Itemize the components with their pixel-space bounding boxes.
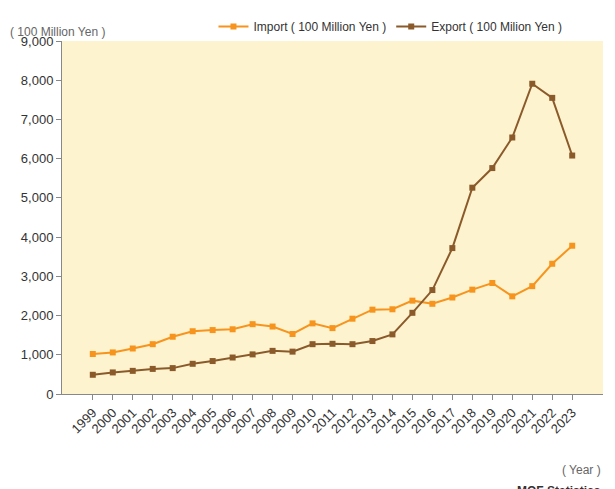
svg-text:2020: 2020 xyxy=(488,405,519,436)
svg-text:2012: 2012 xyxy=(328,405,359,436)
svg-text:9,000: 9,000 xyxy=(21,34,54,49)
svg-text:2009: 2009 xyxy=(268,405,299,436)
svg-text:1999: 1999 xyxy=(68,405,99,436)
svg-text:2015: 2015 xyxy=(388,405,419,436)
svg-text:5,000: 5,000 xyxy=(21,190,54,205)
svg-text:( Year ): ( Year ) xyxy=(562,463,601,477)
svg-text:2018: 2018 xyxy=(448,405,479,436)
svg-text:7,000: 7,000 xyxy=(21,112,54,127)
svg-text:2013: 2013 xyxy=(348,405,379,436)
svg-text:2008: 2008 xyxy=(248,405,279,436)
svg-text:2023: 2023 xyxy=(548,405,579,436)
svg-text:8,000: 8,000 xyxy=(21,73,54,88)
svg-text:MOF Statistics: MOF Statistics xyxy=(517,484,601,489)
svg-text:2016: 2016 xyxy=(408,405,439,436)
svg-text:4,000: 4,000 xyxy=(21,230,54,245)
svg-text:2010: 2010 xyxy=(288,405,319,436)
svg-text:2006: 2006 xyxy=(208,405,239,436)
svg-text:2017: 2017 xyxy=(428,405,459,436)
svg-text:2022: 2022 xyxy=(528,405,559,436)
svg-text:2001: 2001 xyxy=(108,405,139,436)
svg-text:2005: 2005 xyxy=(188,405,219,436)
svg-text:2004: 2004 xyxy=(168,405,199,436)
svg-text:( 100 Million Yen ): ( 100 Million Yen ) xyxy=(10,25,105,39)
svg-text:3,000: 3,000 xyxy=(21,269,54,284)
svg-text:6,000: 6,000 xyxy=(21,151,54,166)
svg-text:2019: 2019 xyxy=(468,405,499,436)
svg-text:2007: 2007 xyxy=(228,405,259,436)
svg-text:Export ( 100 Milion Yen ): Export ( 100 Milion Yen ) xyxy=(431,20,562,34)
svg-text:2021: 2021 xyxy=(508,405,539,436)
svg-text:2,000: 2,000 xyxy=(21,308,54,323)
svg-text:1,000: 1,000 xyxy=(21,347,54,362)
svg-text:2000: 2000 xyxy=(88,405,119,436)
svg-text:2002: 2002 xyxy=(128,405,159,436)
svg-text:Import ( 100 Million Yen ): Import ( 100 Million Yen ) xyxy=(253,20,386,34)
svg-text:2011: 2011 xyxy=(309,405,339,435)
svg-text:2003: 2003 xyxy=(148,405,179,436)
svg-text:2014: 2014 xyxy=(368,405,399,436)
svg-text:0: 0 xyxy=(46,387,53,402)
